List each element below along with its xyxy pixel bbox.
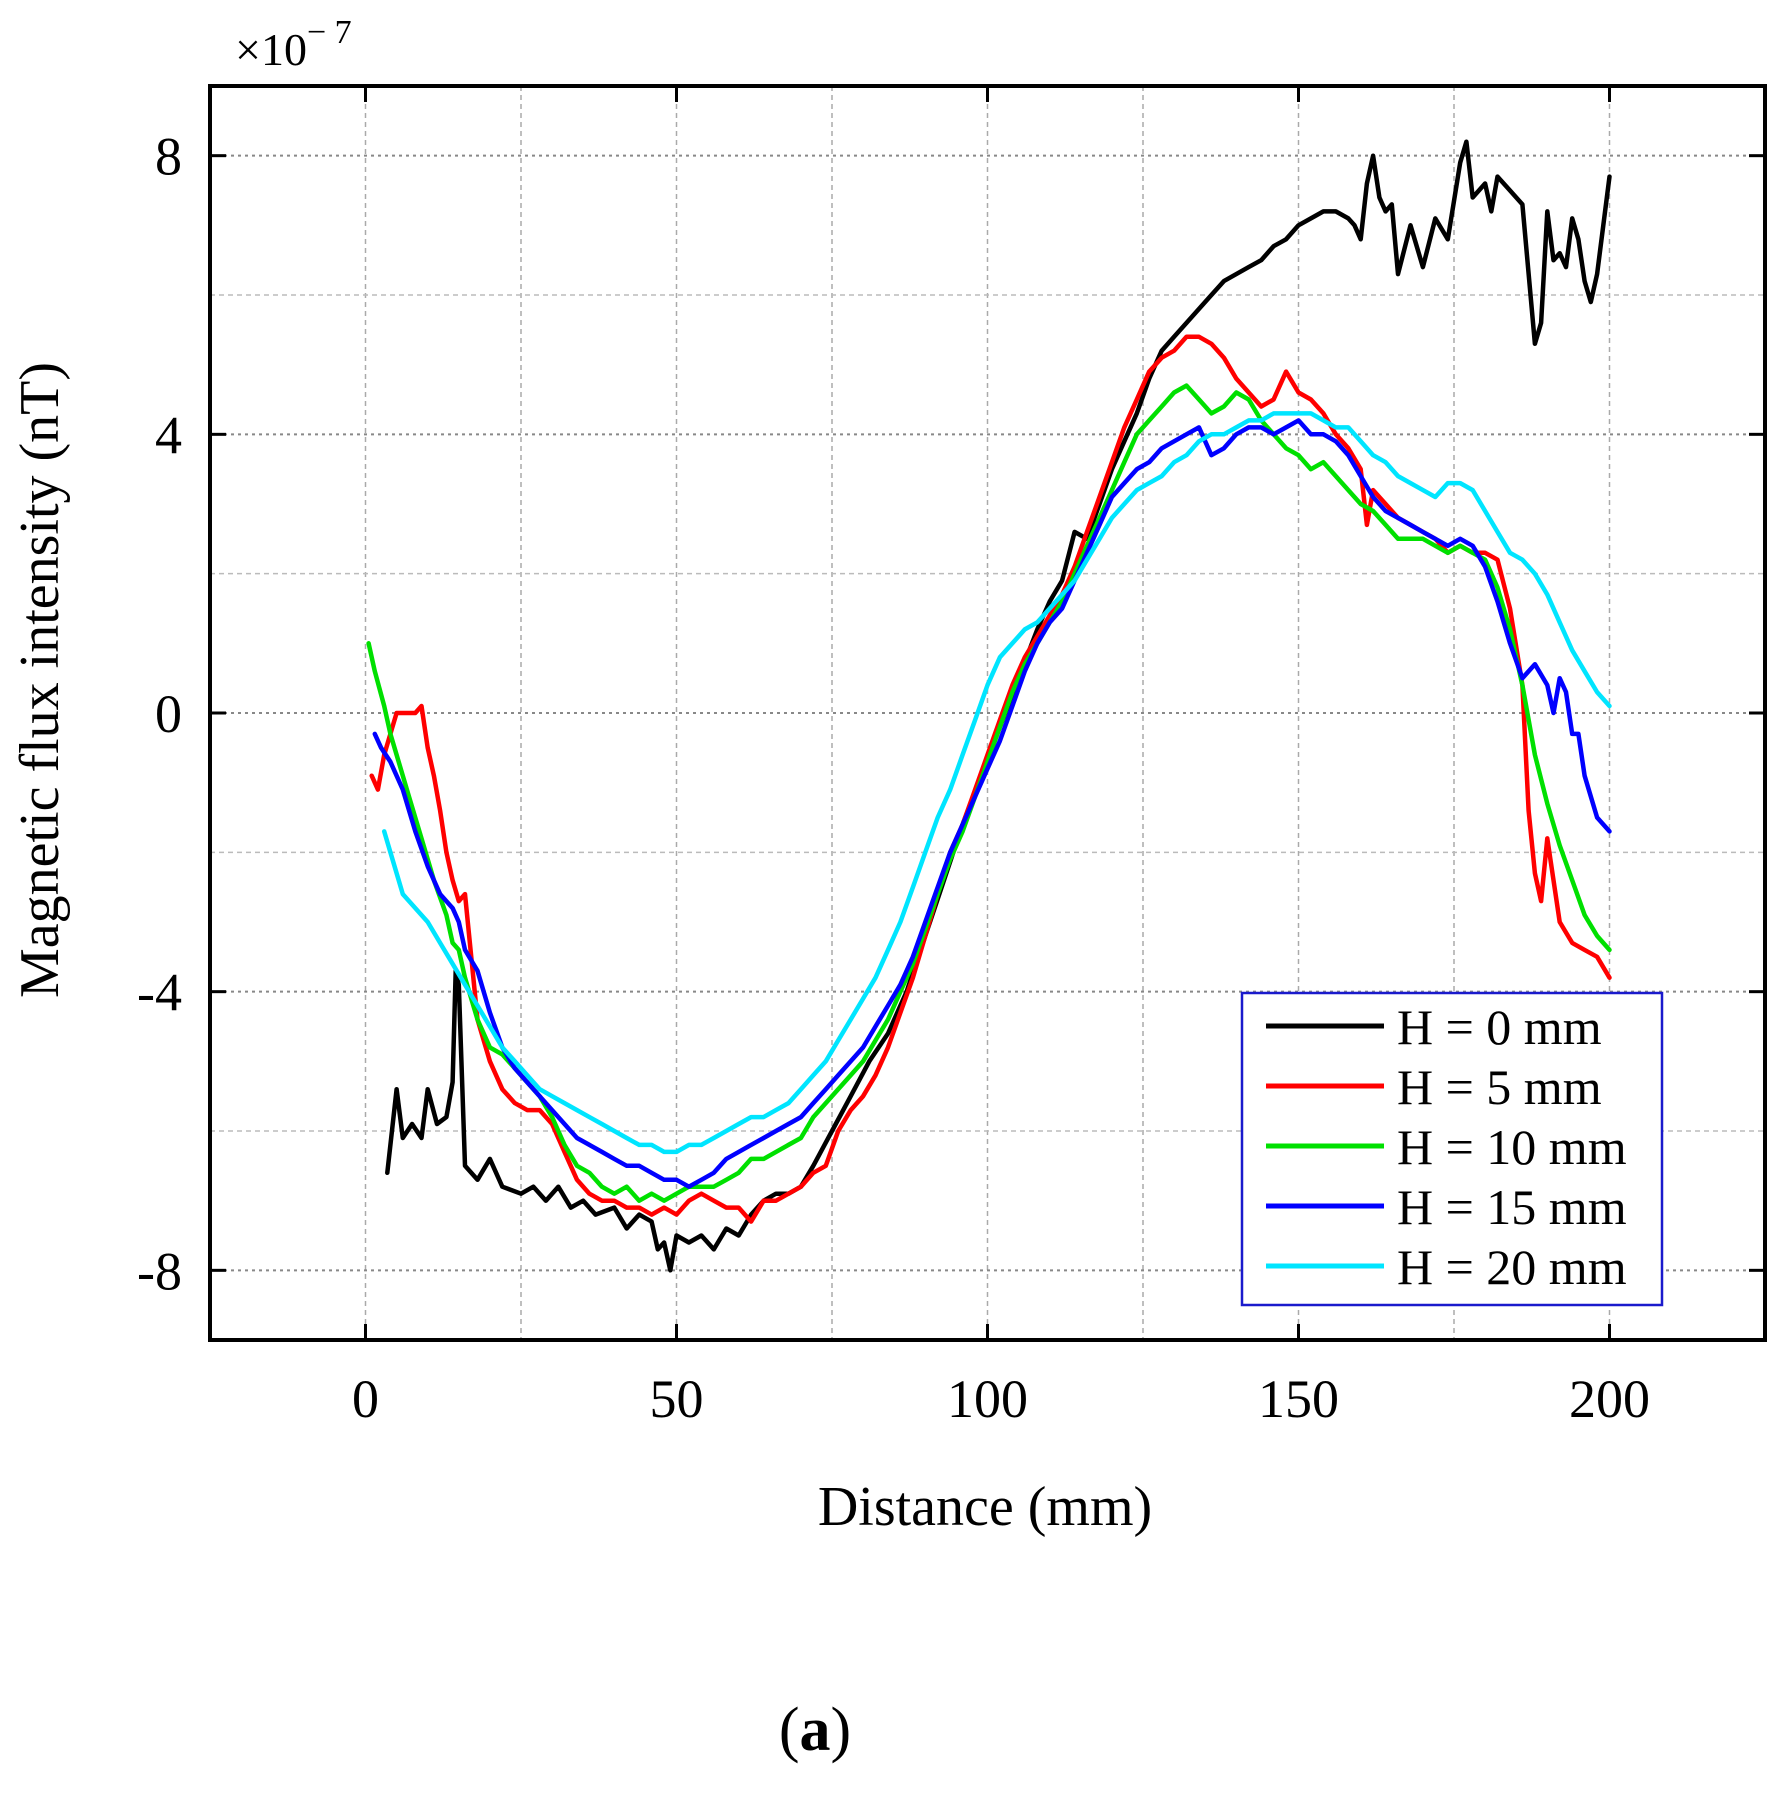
legend: H = 0 mmH = 5 mmH = 10 mmH = 15 mmH = 20… [1240, 991, 1664, 1307]
caption-letter: a [799, 1696, 831, 1764]
x-tick-label: 100 [947, 1369, 1028, 1429]
y-tick-label: -4 [137, 963, 182, 1023]
legend-label: H = 15 mm [1397, 1179, 1627, 1235]
series-line-3 [372, 418, 1612, 1189]
x-tick-label: 50 [650, 1369, 704, 1429]
legend-label: H = 5 mm [1397, 1059, 1602, 1115]
caption-open-paren: ( [778, 1696, 800, 1764]
figure-caption: (a) [0, 1695, 1630, 1766]
y-tick-label: 4 [155, 405, 182, 465]
line-chart: 0 50 100 150 200 -8 -4 0 4 8 ×10− 7 Distance (mm)… [9, 14, 1767, 1538]
x-tick-label: 150 [1258, 1369, 1339, 1429]
y-tick-label: 8 [155, 127, 182, 187]
legend-label: H = 0 mm [1397, 999, 1602, 1055]
y-tick-label: -8 [137, 1241, 182, 1301]
x-tick-label: 200 [1569, 1369, 1650, 1429]
y-axis-label: Magnetic flux intensity (nT) [9, 362, 71, 998]
y-tick-label: 0 [155, 684, 182, 744]
x-axis-label: Distance (mm) [818, 1476, 1152, 1538]
x-tick-label: 0 [352, 1369, 379, 1429]
axis-ticks: 0 50 100 150 200 -8 -4 0 4 8 [137, 86, 1765, 1429]
legend-label: H = 10 mm [1397, 1119, 1627, 1175]
scale-exponent: − 7 [307, 14, 352, 51]
series-line-0 [385, 139, 1612, 1273]
legend-box [1240, 991, 1664, 1307]
caption-close-paren: ) [830, 1696, 852, 1764]
series-line-4 [381, 411, 1612, 1155]
scale-exponent-label: ×10− 7 [235, 14, 352, 75]
scale-base: ×10 [235, 24, 307, 75]
series-layer [366, 139, 1612, 1273]
legend-label: H = 20 mm [1397, 1239, 1627, 1295]
